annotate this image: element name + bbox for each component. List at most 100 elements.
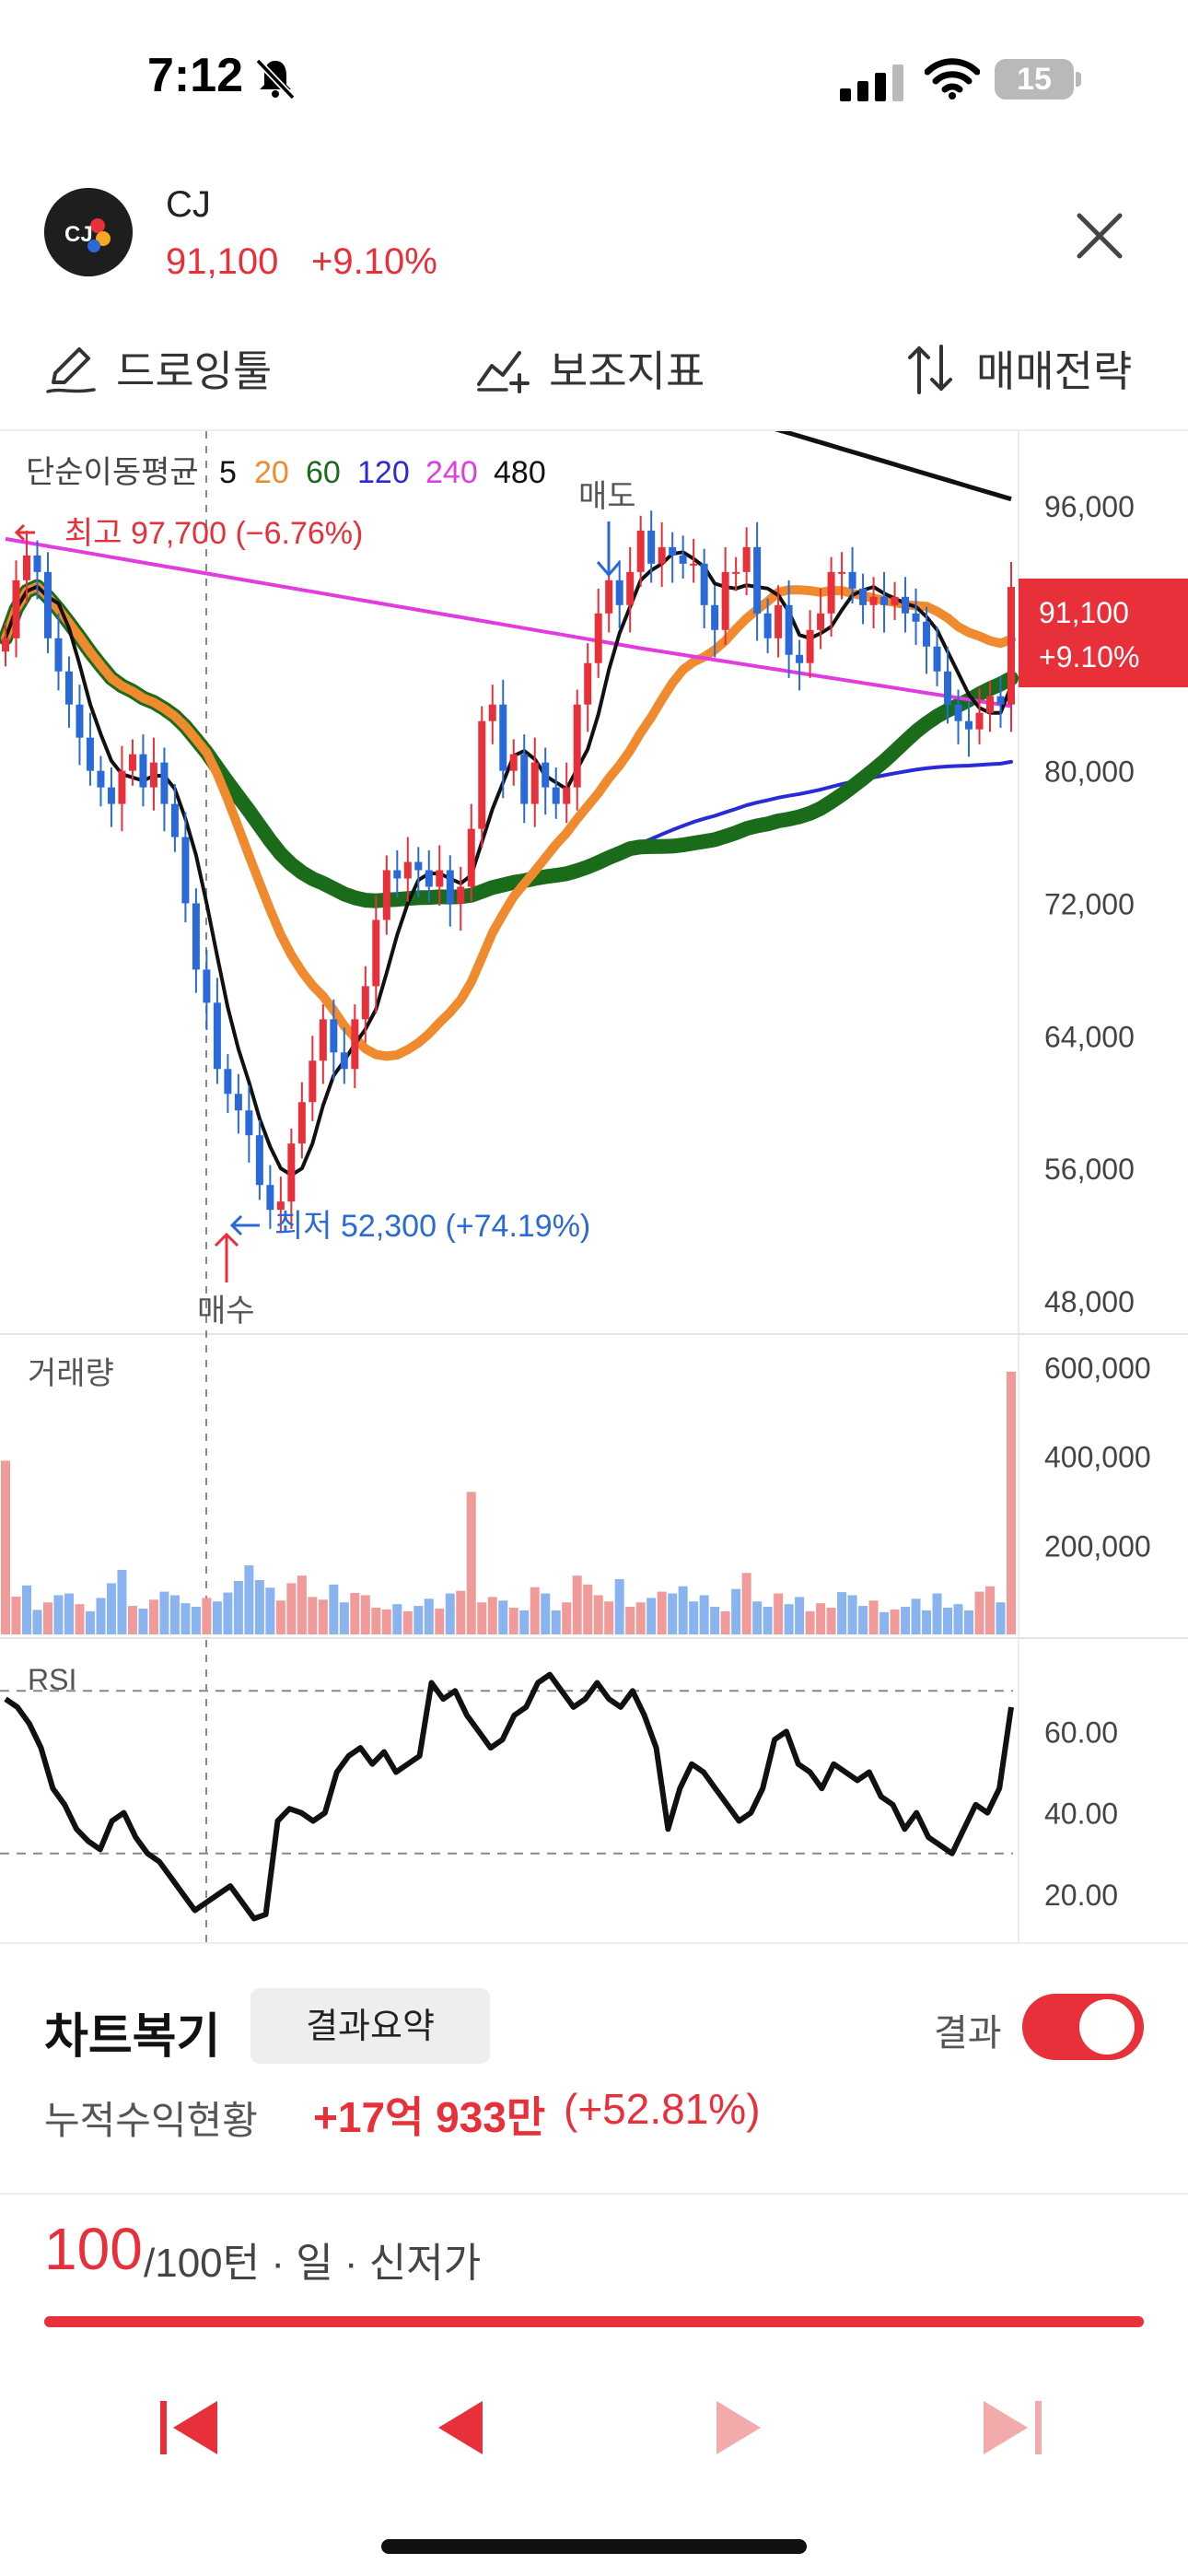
candle-body (2, 638, 9, 652)
candle-body (605, 580, 613, 614)
result-summary-button[interactable]: 결과요약 (250, 1988, 490, 2064)
ma-60-line (0, 579, 1019, 908)
volume-bar (657, 1591, 667, 1634)
volume-bar (593, 1595, 603, 1634)
candle-body (224, 1069, 232, 1095)
candle-body (742, 546, 751, 572)
drawing-tool-button[interactable]: 드로잉툴 (44, 332, 272, 405)
skip-to-end-icon[interactable] (971, 2388, 1050, 2467)
volume-bar (212, 1601, 222, 1634)
candle-body (975, 712, 984, 730)
trading-strategy-button[interactable]: 매매전략 (903, 332, 1132, 405)
close-icon[interactable] (1068, 205, 1131, 267)
volume-bar (413, 1606, 424, 1634)
panel-divider (0, 2193, 1188, 2195)
volume-bar (477, 1602, 487, 1634)
buy-label: 매수 (197, 1294, 255, 1329)
candle-body (22, 555, 30, 580)
ma-legend-periods: 5 20 60 120 240 480 (219, 455, 546, 490)
volume-bar (551, 1610, 561, 1634)
candle-body (76, 704, 84, 738)
home-indicator (381, 2539, 807, 2554)
volume-bar (42, 1602, 52, 1634)
badge-change: +9.10% (1039, 640, 1139, 673)
next-icon[interactable] (698, 2388, 777, 2467)
indicator-button[interactable]: 보조지표 (475, 332, 705, 405)
candle-body (700, 563, 708, 605)
volume-bar (901, 1607, 911, 1634)
volume-bar (826, 1608, 836, 1634)
cj-logo: CJ (44, 188, 133, 276)
volume-bar (508, 1608, 518, 1634)
volume-bar (1007, 1371, 1016, 1634)
candle-body (954, 704, 962, 721)
volume-bar (868, 1600, 879, 1634)
candle-body (287, 1143, 296, 1202)
volume-bar (668, 1593, 678, 1634)
volume-bar (699, 1595, 709, 1634)
current-turn: 100 (44, 2216, 143, 2282)
chart-replay-title: 차트복기 (44, 2010, 221, 2064)
cumulative-profit-percent: (+52.81%) (564, 2085, 761, 2133)
volume-bar (720, 1610, 730, 1634)
volume-bar (32, 1610, 42, 1634)
pencil-icon (46, 347, 96, 393)
volume-bar (286, 1583, 297, 1634)
volume-bar (763, 1607, 773, 1634)
volume-bar (138, 1608, 148, 1634)
volume-tick-label: 600,000 (1044, 1352, 1151, 1385)
ma-legend-period: 120 (357, 455, 410, 490)
sell-annotation: 매도 (578, 479, 636, 578)
volume-bar (392, 1604, 402, 1634)
ma-legend-period: 480 (494, 455, 546, 490)
volume-bar (487, 1597, 497, 1634)
candle-body (86, 737, 94, 771)
volume-bar (943, 1608, 953, 1634)
candle-body (403, 861, 412, 879)
ma-480-line (775, 431, 1012, 502)
volume-bar (64, 1593, 74, 1634)
volume-bar (985, 1586, 996, 1634)
candle-body (838, 571, 846, 574)
volume-axis-ticks: 600,000 400,000 200,000 (1044, 1352, 1151, 1563)
candle-body (499, 704, 507, 771)
volume-bar (911, 1598, 921, 1634)
candle-body (775, 604, 783, 638)
cellular-signal-icon (840, 64, 903, 101)
price-tick-label: 72,000 (1044, 887, 1135, 920)
candle-body (467, 828, 475, 887)
candle-body (436, 870, 444, 887)
volume-bar (774, 1593, 784, 1634)
candle-body (97, 770, 105, 788)
candle-body (509, 754, 518, 771)
volume-bar (339, 1602, 349, 1634)
volume-bar (953, 1604, 963, 1634)
battery-tip (1076, 72, 1081, 87)
volume-bar (614, 1579, 624, 1634)
volume-bar (932, 1593, 942, 1634)
volume-bar (635, 1602, 646, 1634)
previous-icon[interactable] (422, 2388, 501, 2467)
volume-bar (922, 1610, 932, 1634)
volume-bar (169, 1595, 180, 1634)
candle-body (796, 654, 804, 663)
stock-chart[interactable]: 96,000 80,000 72,000 64,000 56,000 48,000 단순이… (0, 431, 1188, 1942)
turn-progress-fill (44, 2316, 1144, 2327)
volume-bar (519, 1610, 530, 1634)
volume-bar (435, 1608, 445, 1634)
candle-body (330, 1019, 338, 1053)
ma-120-line (4, 584, 1013, 903)
wifi-icon (925, 58, 980, 100)
status-time: 7:12 (147, 49, 244, 102)
volume-bar (424, 1598, 434, 1634)
volume-bar (265, 1587, 275, 1634)
volume-bar (731, 1588, 741, 1634)
candle-body (848, 571, 856, 589)
skip-to-start-icon[interactable] (153, 2388, 232, 2467)
low-arrow (229, 1214, 260, 1236)
candle-body (54, 638, 63, 672)
price-tick-label: 80,000 (1044, 755, 1135, 789)
volume-title: 거래량 (28, 1356, 114, 1391)
volume-bar (890, 1609, 900, 1634)
volume-bar (625, 1607, 635, 1634)
